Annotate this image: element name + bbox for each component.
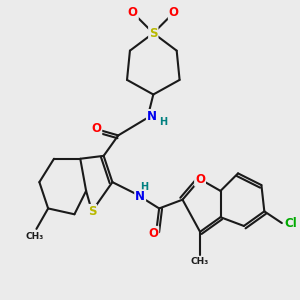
Text: O: O	[148, 227, 158, 240]
Text: S: S	[149, 27, 158, 40]
Text: CH₃: CH₃	[26, 232, 44, 241]
Text: N: N	[147, 110, 157, 123]
Text: H: H	[140, 182, 148, 191]
Text: S: S	[88, 205, 96, 218]
Text: N: N	[135, 190, 145, 203]
Text: H: H	[160, 117, 168, 127]
Text: O: O	[169, 6, 179, 19]
Text: CH₃: CH₃	[191, 256, 209, 266]
Text: O: O	[91, 122, 101, 135]
Text: O: O	[195, 173, 205, 186]
Text: O: O	[128, 6, 138, 19]
Text: Cl: Cl	[285, 217, 298, 230]
